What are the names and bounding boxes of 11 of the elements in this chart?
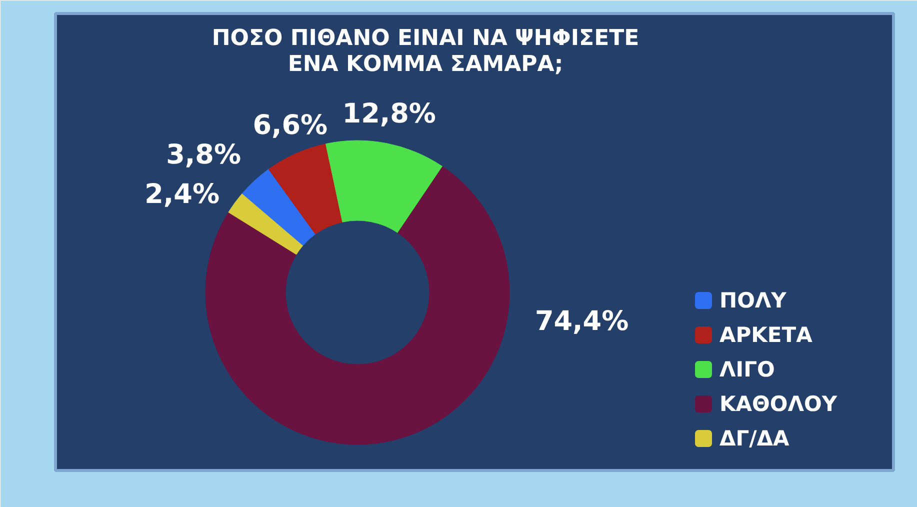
chart-title: ΠΟΣΟ ΠΙΘΑΝΟ ΕΙΝΑΙ ΝΑ ΨΗΦΙΣΕΤΕ ΕΝΑ ΚΟΜΜΑ ΣΑΜΑΡΑ; xyxy=(212,26,640,78)
data-label: 6,6% xyxy=(252,110,328,141)
data-label: 74,4% xyxy=(534,306,629,337)
data-label: 2,4% xyxy=(144,179,220,210)
data-label: 12,8% xyxy=(342,98,436,130)
legend-label: ΛΙΓΟ xyxy=(720,358,775,382)
legend-label: ΑΡΚΕΤΑ xyxy=(720,323,814,347)
legend-label: ΔΓ/ΔΑ xyxy=(720,426,790,450)
data-label: 3,8% xyxy=(166,139,242,170)
legend-label: ΚΑΘΟΛΟΥ xyxy=(720,392,838,416)
legend-label: ΠΟΛΥ xyxy=(720,288,788,312)
